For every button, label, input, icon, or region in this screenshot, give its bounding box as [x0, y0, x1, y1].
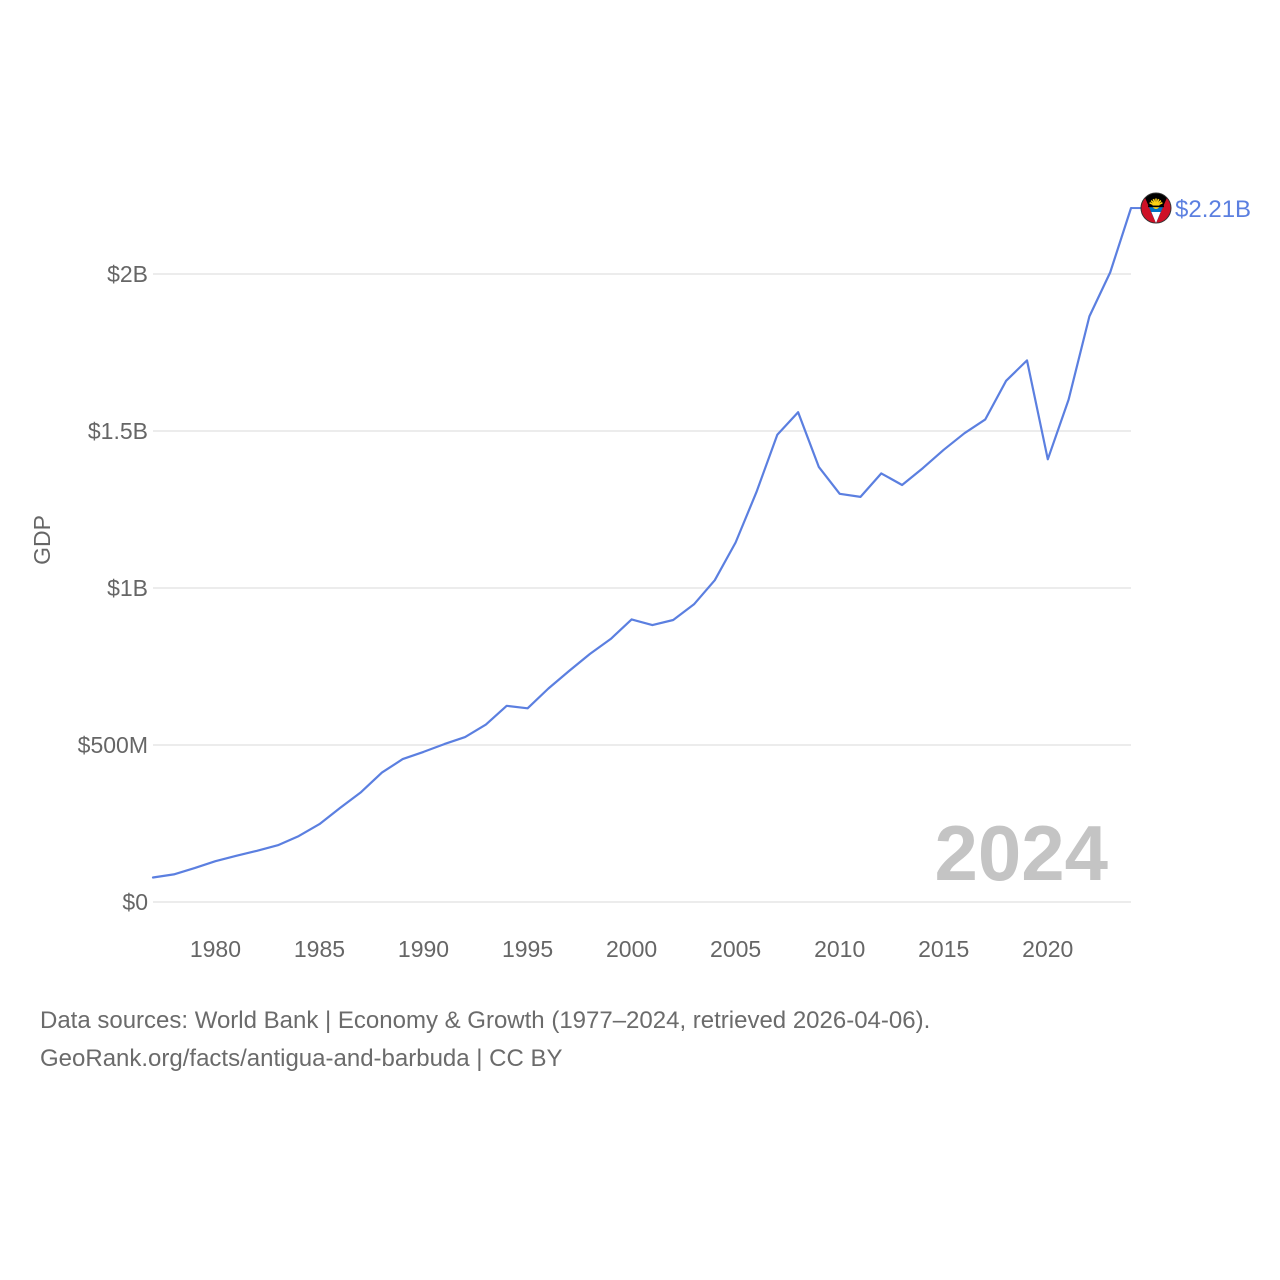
footer-sources: Data sources: World Bank | Economy & Gro…: [40, 1007, 931, 1034]
y-tick-label: $2B: [107, 261, 148, 287]
x-tick-label: 1985: [294, 936, 345, 962]
y-axis-ticks: $0 $500M $1B $1.5B $2B: [78, 261, 148, 915]
current-year-watermark: 2024: [934, 809, 1108, 897]
x-tick-label: 2010: [814, 936, 865, 962]
y-tick-label: $0: [122, 889, 148, 915]
series-lines: [151, 207, 1133, 879]
x-tick-label: 2005: [710, 936, 761, 962]
footer-attribution: GeoRank.org/facts/antigua-and-barbuda | …: [40, 1045, 563, 1072]
x-tick-label: 2020: [1022, 936, 1073, 962]
series-line: [151, 207, 1133, 879]
series-end-marker: $2.21B: [1131, 192, 1251, 224]
x-tick-label: 1990: [398, 936, 449, 962]
y-tick-label: $500M: [78, 732, 148, 758]
x-tick-label: 1995: [502, 936, 553, 962]
x-tick-label: 2015: [918, 936, 969, 962]
x-tick-label: 1980: [190, 936, 241, 962]
gdp-line-chart: $0 $500M $1B $1.5B $2B 1980 1985 1990 1995 2000 2…: [29, 192, 1251, 962]
antigua-flag-icon: [1141, 193, 1171, 224]
grid-lines: [153, 273, 1131, 903]
series-end-value-label: $2.21B: [1175, 196, 1251, 223]
x-tick-label: 2000: [606, 936, 657, 962]
y-axis-label: GDP: [29, 515, 55, 565]
y-tick-label: $1B: [107, 575, 148, 601]
y-tick-label: $1.5B: [88, 418, 148, 444]
x-axis-ticks: 1980 1985 1990 1995 2000 2005 2010 2015 2020: [190, 936, 1074, 962]
